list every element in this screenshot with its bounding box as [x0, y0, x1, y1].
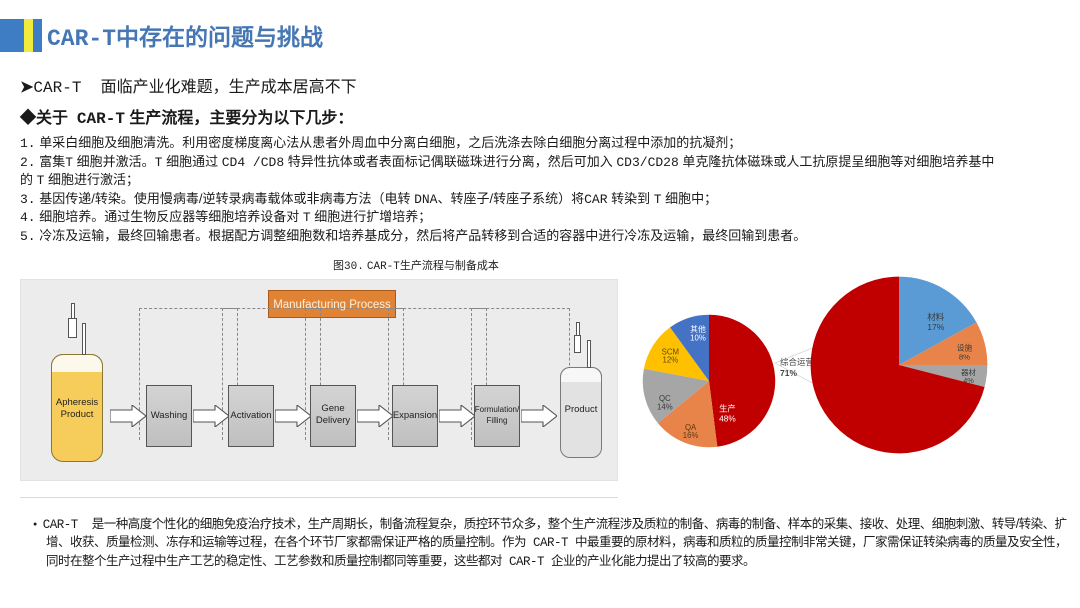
svg-text:10%: 10% — [690, 334, 706, 343]
svg-text:材料: 材料 — [927, 311, 945, 322]
svg-text:设施: 设施 — [957, 342, 973, 352]
svg-text:48%: 48% — [719, 414, 736, 423]
svg-text:12%: 12% — [663, 356, 679, 365]
svg-text:14%: 14% — [657, 403, 673, 412]
svg-text:8%: 8% — [959, 352, 970, 361]
svg-text:4%: 4% — [963, 376, 974, 385]
svg-text:生产: 生产 — [719, 403, 736, 413]
svg-text:17%: 17% — [927, 322, 945, 332]
svg-text:16%: 16% — [683, 431, 699, 440]
